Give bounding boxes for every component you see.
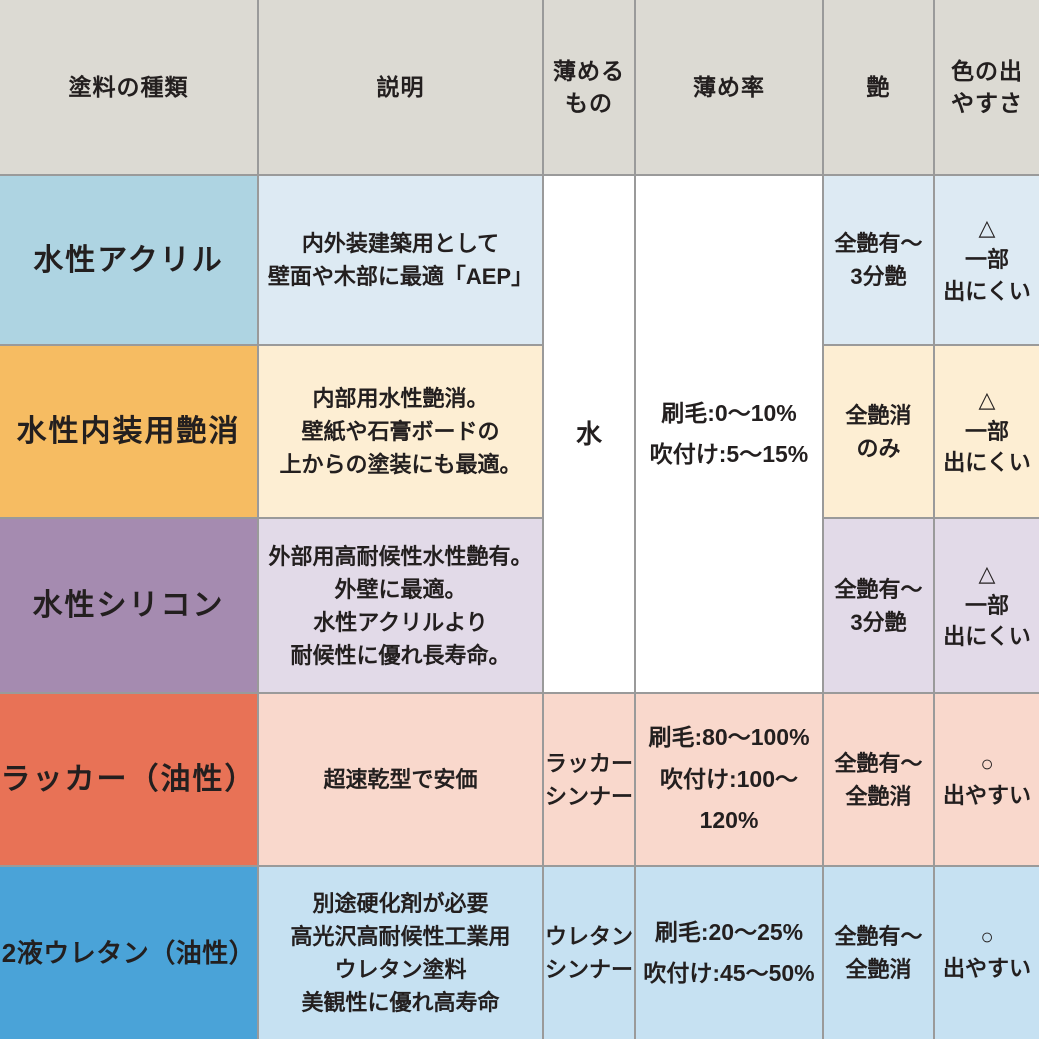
thinner-cell: ラッカー シンナー <box>544 694 634 865</box>
col-header-description: 説明 <box>259 0 542 174</box>
gloss-cell: 全艶有〜 3分艶 <box>824 519 933 692</box>
col-header-thinning-rate: 薄め率 <box>636 0 822 174</box>
gloss-cell: 全艶有〜 全艶消 <box>824 867 933 1039</box>
color-ease-cell: △ 一部 出にくい <box>935 176 1039 344</box>
color-ease-cell: ○ 出やすい <box>935 867 1039 1039</box>
description-cell: 内部用水性艶消。 壁紙や石膏ボードの 上からの塗装にも最適。 <box>259 346 542 517</box>
gloss-cell: 全艶有〜 全艶消 <box>824 694 933 865</box>
col-header-color-ease: 色の出 やすさ <box>935 0 1039 174</box>
paint-name-cell: 水性内装用艶消 <box>0 346 257 517</box>
paint-name-cell: 2液ウレタン（油性） <box>0 867 257 1039</box>
rate-cell: 刷毛:20〜25% 吹付け:45〜50% <box>636 867 822 1039</box>
thinner-cell-water-merged: 水 <box>544 176 634 692</box>
rate-cell: 刷毛:80〜100% 吹付け:100〜120% <box>636 694 822 865</box>
gloss-cell: 全艶消 のみ <box>824 346 933 517</box>
description-cell: 内外装建築用として 壁面や木部に最適「AEP」 <box>259 176 542 344</box>
col-header-thinner: 薄める もの <box>544 0 634 174</box>
thinner-cell: ウレタン シンナー <box>544 867 634 1039</box>
color-ease-cell: ○ 出やすい <box>935 694 1039 865</box>
description-cell: 超速乾型で安価 <box>259 694 542 865</box>
paint-name-cell: 水性シリコン <box>0 519 257 692</box>
gloss-cell: 全艶有〜 3分艶 <box>824 176 933 344</box>
col-header-paint-type: 塗料の種類 <box>0 0 257 174</box>
description-cell: 外部用高耐候性水性艶有。 外壁に最適。 水性アクリルより 耐候性に優れ長寿命。 <box>259 519 542 692</box>
description-cell: 別途硬化剤が必要 高光沢高耐候性工業用 ウレタン塗料 美観性に優れ高寿命 <box>259 867 542 1039</box>
col-header-gloss: 艶 <box>824 0 933 174</box>
rate-cell-water-merged: 刷毛:0〜10% 吹付け:5〜15% <box>636 176 822 692</box>
color-ease-cell: △ 一部 出にくい <box>935 519 1039 692</box>
paint-name-cell: 水性アクリル <box>0 176 257 344</box>
color-ease-cell: △ 一部 出にくい <box>935 346 1039 517</box>
paint-name-cell: ラッカー（油性） <box>0 694 257 865</box>
